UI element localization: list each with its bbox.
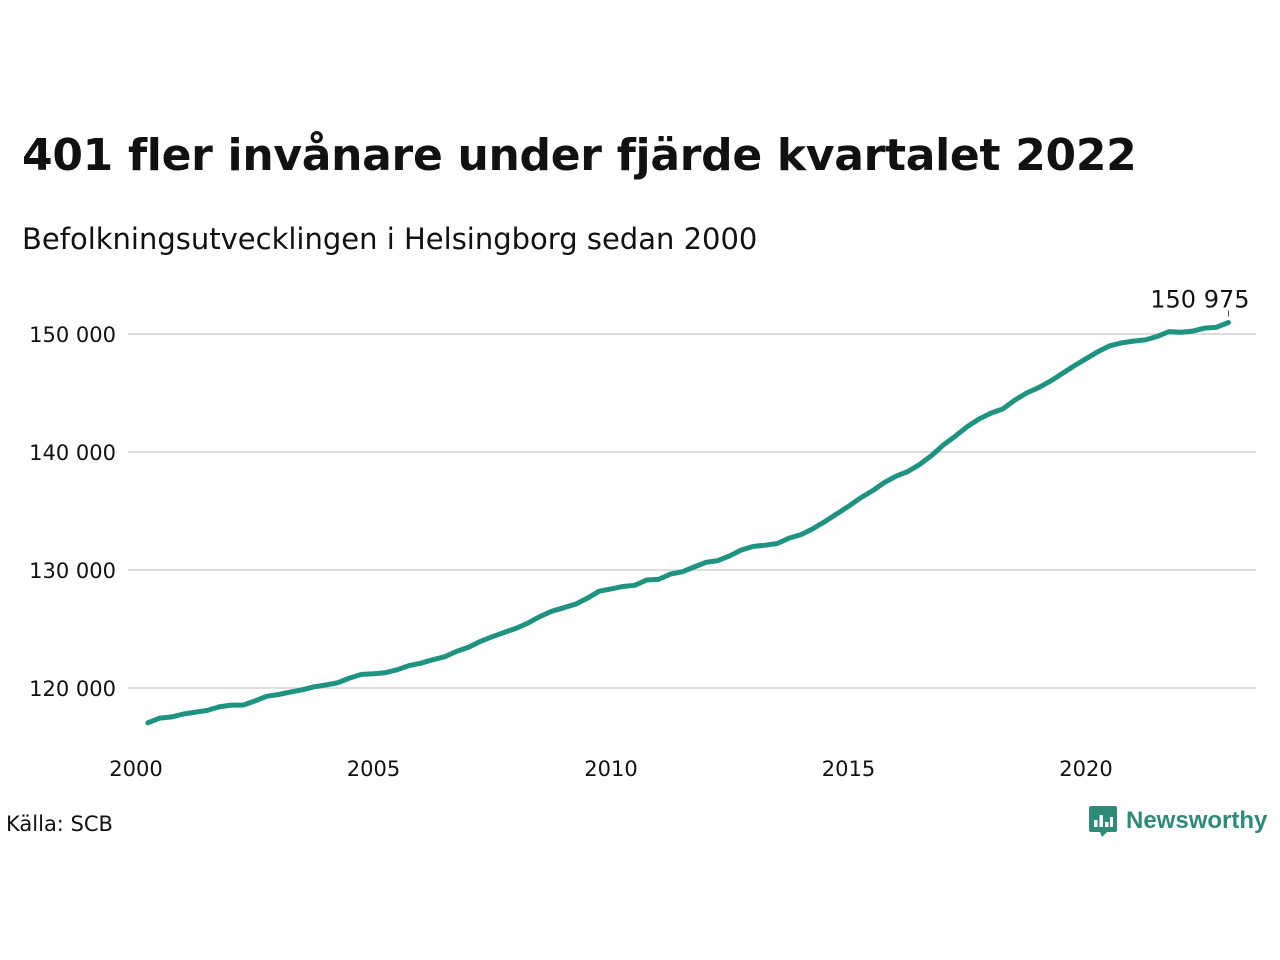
x-tick-label: 2020 (1059, 757, 1112, 781)
chart-subtitle: Befolkningsutvecklingen i Helsingborg se… (22, 222, 758, 256)
y-axis-ticks: 120 000 130 000 140 000 150 000 (29, 323, 116, 701)
x-tick-label: 2010 (584, 757, 637, 781)
end-value-label: 150 975 (1150, 285, 1249, 313)
y-tick-label: 120 000 (29, 677, 116, 701)
gridlines (128, 333, 1256, 689)
series-layer (145, 320, 1231, 726)
x-tick-label: 2005 (347, 757, 400, 781)
chart-title: 401 fler invånare under fjärde kvartalet… (22, 130, 1137, 181)
end-label-layer: 150 975 (1150, 285, 1250, 317)
y-tick-label: 140 000 (29, 441, 116, 465)
x-tick-label: 2015 (822, 757, 875, 781)
source-note: Källa: SCB (6, 812, 113, 836)
newsworthy-logo-icon (1089, 806, 1117, 837)
y-tick-label: 130 000 (29, 559, 116, 583)
brand-name: Newsworthy (1126, 807, 1268, 834)
y-tick-label: 150 000 (29, 323, 116, 347)
brand-logo[interactable]: Newsworthy (1088, 804, 1267, 838)
x-axis-ticks: 2000 2005 2010 2015 2020 (109, 757, 1112, 781)
population-line (145, 320, 1231, 726)
x-tick-label: 2000 (109, 757, 162, 781)
